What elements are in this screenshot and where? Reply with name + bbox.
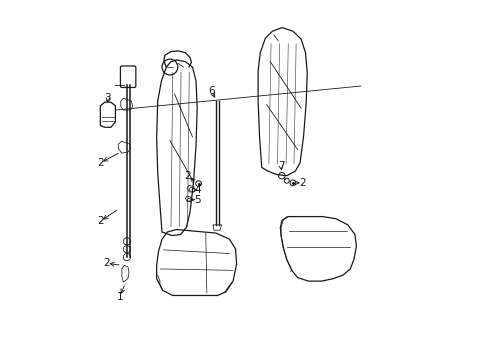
Text: 2: 2 xyxy=(299,178,305,188)
Text: 2: 2 xyxy=(97,158,103,168)
Text: 2: 2 xyxy=(103,258,109,268)
Text: 7: 7 xyxy=(277,161,284,171)
Text: 6: 6 xyxy=(208,86,214,96)
Text: 3: 3 xyxy=(104,93,111,103)
Text: 4: 4 xyxy=(194,185,201,195)
Text: 2: 2 xyxy=(184,171,191,181)
Text: 2: 2 xyxy=(97,216,103,226)
Text: 1: 1 xyxy=(116,292,123,302)
Text: 5: 5 xyxy=(194,195,201,205)
